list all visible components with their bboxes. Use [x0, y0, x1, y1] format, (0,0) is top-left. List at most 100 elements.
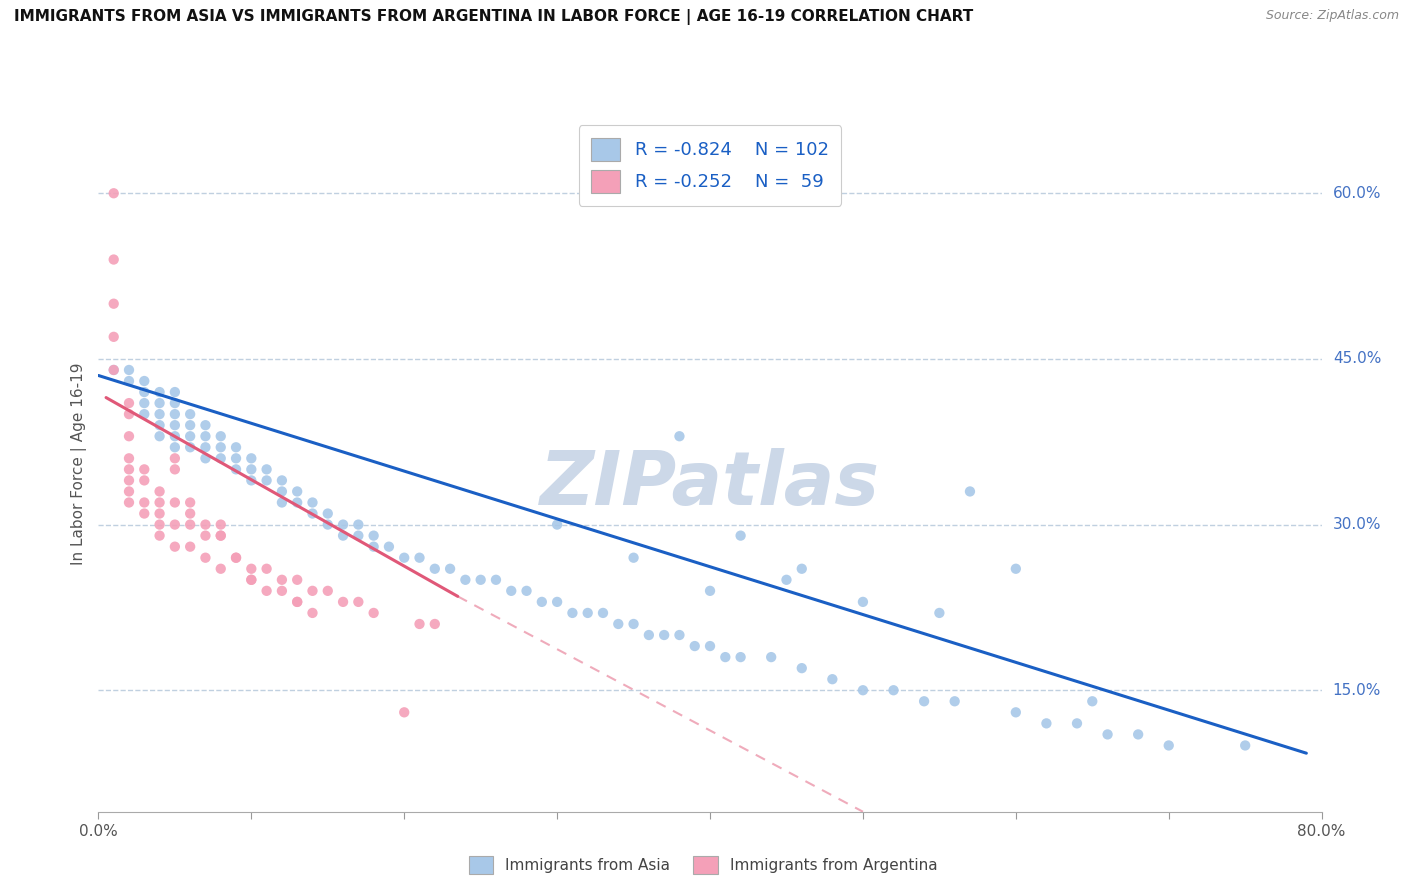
Point [225, 550, 247, 565]
Point [209, 451, 232, 466]
Point [285, 495, 308, 509]
Point [240, 562, 263, 576]
Point [134, 474, 156, 488]
Point [225, 451, 247, 466]
Point [332, 528, 354, 542]
Point [209, 517, 232, 532]
Point [683, 639, 706, 653]
Point [668, 628, 690, 642]
Point [179, 407, 201, 421]
Point [118, 396, 141, 410]
Point [194, 451, 217, 466]
Point [516, 583, 538, 598]
Point [1066, 716, 1088, 731]
Point [730, 650, 752, 665]
Point [225, 440, 247, 454]
Point [240, 474, 263, 488]
Point [423, 562, 446, 576]
Point [240, 573, 263, 587]
Point [928, 606, 950, 620]
Point [546, 595, 568, 609]
Point [149, 385, 172, 400]
Point [256, 583, 278, 598]
Point [439, 562, 461, 576]
Point [163, 385, 186, 400]
Point [118, 407, 141, 421]
Point [149, 484, 172, 499]
Point [149, 517, 172, 532]
Point [209, 562, 232, 576]
Point [730, 528, 752, 542]
Point [485, 573, 508, 587]
Point [163, 517, 186, 532]
Point [118, 451, 141, 466]
Point [118, 474, 141, 488]
Text: ZIPatlas: ZIPatlas [540, 448, 880, 521]
Point [103, 296, 125, 310]
Point [163, 540, 186, 554]
Legend: Immigrants from Asia, Immigrants from Argentina: Immigrants from Asia, Immigrants from Ar… [463, 850, 943, 880]
Point [775, 573, 797, 587]
Point [149, 507, 172, 521]
Point [316, 583, 339, 598]
Point [347, 528, 370, 542]
Point [134, 462, 156, 476]
Point [392, 706, 416, 720]
Point [652, 628, 675, 642]
Point [118, 429, 141, 443]
Point [363, 606, 385, 620]
Point [1234, 739, 1257, 753]
Point [163, 418, 186, 433]
Point [134, 495, 156, 509]
Point [194, 517, 217, 532]
Point [118, 462, 141, 476]
Point [790, 562, 813, 576]
Point [316, 507, 339, 521]
Point [270, 573, 292, 587]
Point [363, 528, 385, 542]
Point [301, 583, 323, 598]
Point [103, 186, 125, 201]
Point [790, 661, 813, 675]
Point [285, 484, 308, 499]
Point [149, 528, 172, 542]
Point [501, 583, 523, 598]
Point [194, 550, 217, 565]
Point [209, 528, 232, 542]
Point [301, 606, 323, 620]
Point [530, 595, 553, 609]
Point [852, 683, 875, 698]
Point [943, 694, 966, 708]
Point [408, 550, 430, 565]
Point [256, 462, 278, 476]
Point [714, 650, 737, 665]
Point [332, 595, 354, 609]
Point [668, 429, 690, 443]
Point [240, 462, 263, 476]
Text: 30.0%: 30.0% [1333, 517, 1381, 533]
Point [225, 462, 247, 476]
Point [1004, 706, 1026, 720]
Point [134, 407, 156, 421]
Point [852, 595, 875, 609]
Text: IMMIGRANTS FROM ASIA VS IMMIGRANTS FROM ARGENTINA IN LABOR FORCE | AGE 16-19 COR: IMMIGRANTS FROM ASIA VS IMMIGRANTS FROM … [14, 9, 973, 25]
Text: 15.0%: 15.0% [1333, 682, 1381, 698]
Point [209, 440, 232, 454]
Point [149, 418, 172, 433]
Point [347, 517, 370, 532]
Text: Source: ZipAtlas.com: Source: ZipAtlas.com [1265, 9, 1399, 22]
Point [821, 672, 844, 686]
Point [149, 429, 172, 443]
Point [1157, 739, 1180, 753]
Point [209, 528, 232, 542]
Point [179, 429, 201, 443]
Point [301, 507, 323, 521]
Point [270, 583, 292, 598]
Text: 45.0%: 45.0% [1333, 351, 1381, 367]
Point [623, 550, 645, 565]
Point [149, 495, 172, 509]
Point [270, 484, 292, 499]
Point [118, 374, 141, 388]
Point [607, 617, 630, 632]
Point [699, 583, 721, 598]
